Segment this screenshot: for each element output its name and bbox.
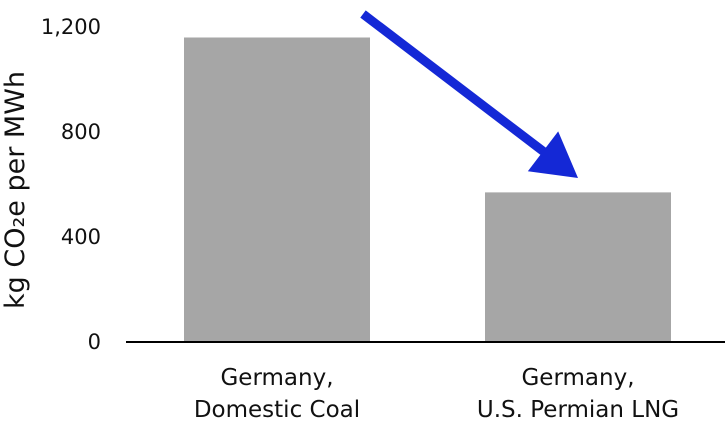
bar: [184, 37, 370, 342]
category-label: Germany,: [521, 365, 634, 391]
y-tick-label: 800: [61, 120, 101, 144]
decrease-arrow: [360, 10, 578, 178]
arrow-head: [527, 131, 578, 178]
arrow-shaft: [360, 10, 555, 162]
y-tick-label: 1,200: [41, 15, 101, 39]
bars: [184, 37, 671, 342]
y-tick-label: 400: [61, 225, 101, 249]
y-axis-label: kg CO₂e per MWh: [0, 71, 31, 309]
category-label: Germany,: [220, 365, 333, 391]
category-label: U.S. Permian LNG: [477, 397, 679, 423]
category-label: Domestic Coal: [194, 397, 360, 423]
y-tick-label: 0: [88, 330, 101, 354]
bar: [485, 192, 671, 342]
category-labels: Germany, Domestic Coal Germany, U.S. Permia…: [194, 365, 679, 423]
y-axis-ticks: 0 400 800 1,200: [41, 15, 101, 354]
